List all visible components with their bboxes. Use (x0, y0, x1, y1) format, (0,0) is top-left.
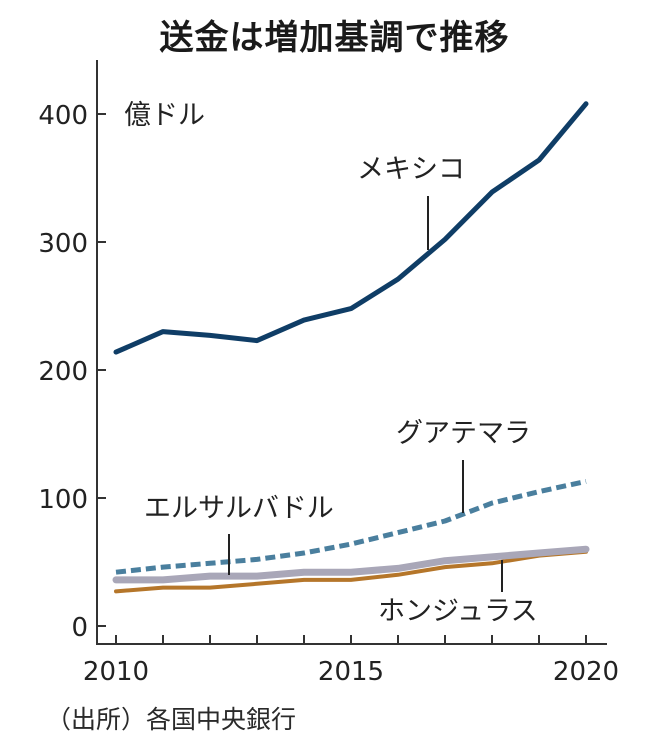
unit-label: 億ドル (124, 100, 205, 131)
x-tick-label: 2020 (553, 657, 619, 687)
x-tick-label: 2015 (318, 657, 384, 687)
y-tick-label: 400 (38, 101, 88, 131)
series-label: エルサルバドル (144, 493, 334, 524)
y-tick-label: 300 (38, 229, 88, 259)
y-tick-label: 0 (71, 613, 88, 643)
y-ticks: 0 100 200 300 400 (38, 101, 106, 643)
y-tick-label: 100 (38, 485, 88, 515)
series-group (112, 101, 590, 594)
chart-title: 送金は増加基調で推移 (159, 18, 510, 58)
x-tick-label: 2010 (83, 657, 149, 687)
series-label: グアテマラ (396, 418, 531, 449)
series-line-1 (115, 478, 587, 575)
y-tick-label: 200 (38, 357, 88, 387)
series-label: メキシコ (357, 154, 465, 185)
series-line-2 (112, 545, 590, 584)
x-ticks: 2010 2015 2020 (83, 635, 619, 687)
source-note: （出所）各国中央銀行 (46, 705, 297, 734)
series-line-0 (113, 101, 589, 355)
series-label: ホンジュラス (378, 596, 538, 627)
